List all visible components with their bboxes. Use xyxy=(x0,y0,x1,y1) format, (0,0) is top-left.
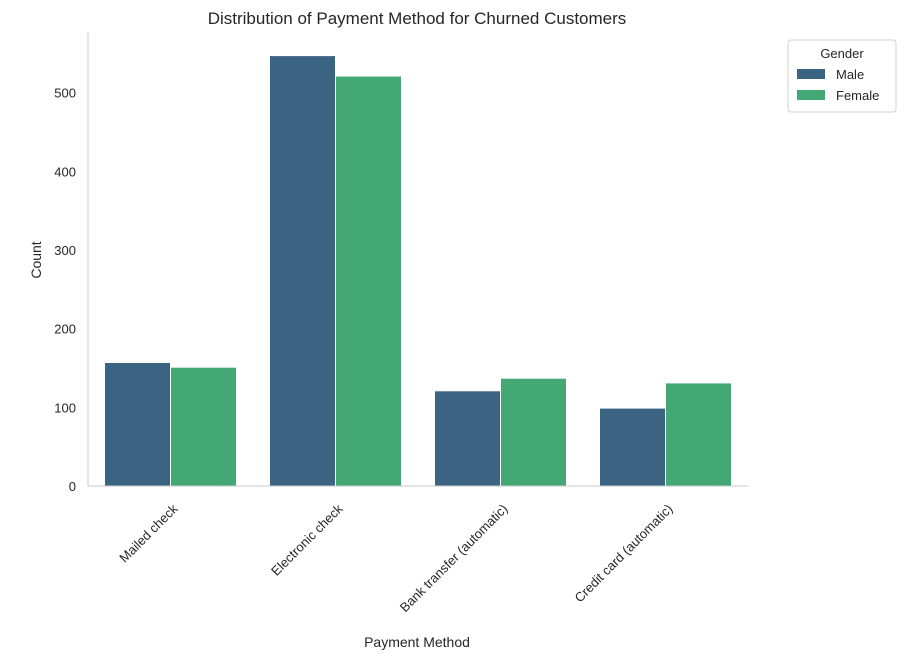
bar-female-1 xyxy=(335,75,402,487)
x-axis-label: Payment Method xyxy=(364,634,470,650)
y-tick-label: 500 xyxy=(54,86,76,101)
chart-title: Distribution of Payment Method for Churn… xyxy=(208,9,627,28)
legend-swatch-female xyxy=(797,90,825,100)
legend: Gender Male Female xyxy=(787,39,897,113)
bars-group xyxy=(104,55,732,487)
bar-male-3 xyxy=(599,407,666,487)
y-tick-label: 0 xyxy=(69,479,76,494)
x-ticks: Mailed check Electronic check Bank transfe… xyxy=(116,501,675,615)
legend-label-female: Female xyxy=(836,88,879,103)
y-tick-label: 300 xyxy=(54,243,76,258)
legend-swatch-male xyxy=(797,69,825,79)
y-tick-label: 100 xyxy=(54,400,76,415)
bar-female-2 xyxy=(500,377,567,487)
x-tick-label: Electronic check xyxy=(268,501,346,579)
y-axis-label: Count xyxy=(28,241,44,278)
legend-title: Gender xyxy=(820,46,864,61)
y-tick-label: 200 xyxy=(54,322,76,337)
x-tick-label: Bank transfer (automatic) xyxy=(397,501,511,615)
bar-male-0 xyxy=(104,361,171,487)
bar-male-2 xyxy=(434,390,501,487)
x-tick-label: Credit card (automatic) xyxy=(571,501,675,605)
x-tick-label: Mailed check xyxy=(116,501,181,566)
y-ticks: 0 100 200 300 400 500 xyxy=(54,86,76,494)
legend-label-male: Male xyxy=(836,67,864,82)
bar-female-3 xyxy=(665,382,732,487)
bar-female-0 xyxy=(170,366,237,487)
bar-male-1 xyxy=(269,55,336,487)
y-tick-label: 400 xyxy=(54,164,76,179)
